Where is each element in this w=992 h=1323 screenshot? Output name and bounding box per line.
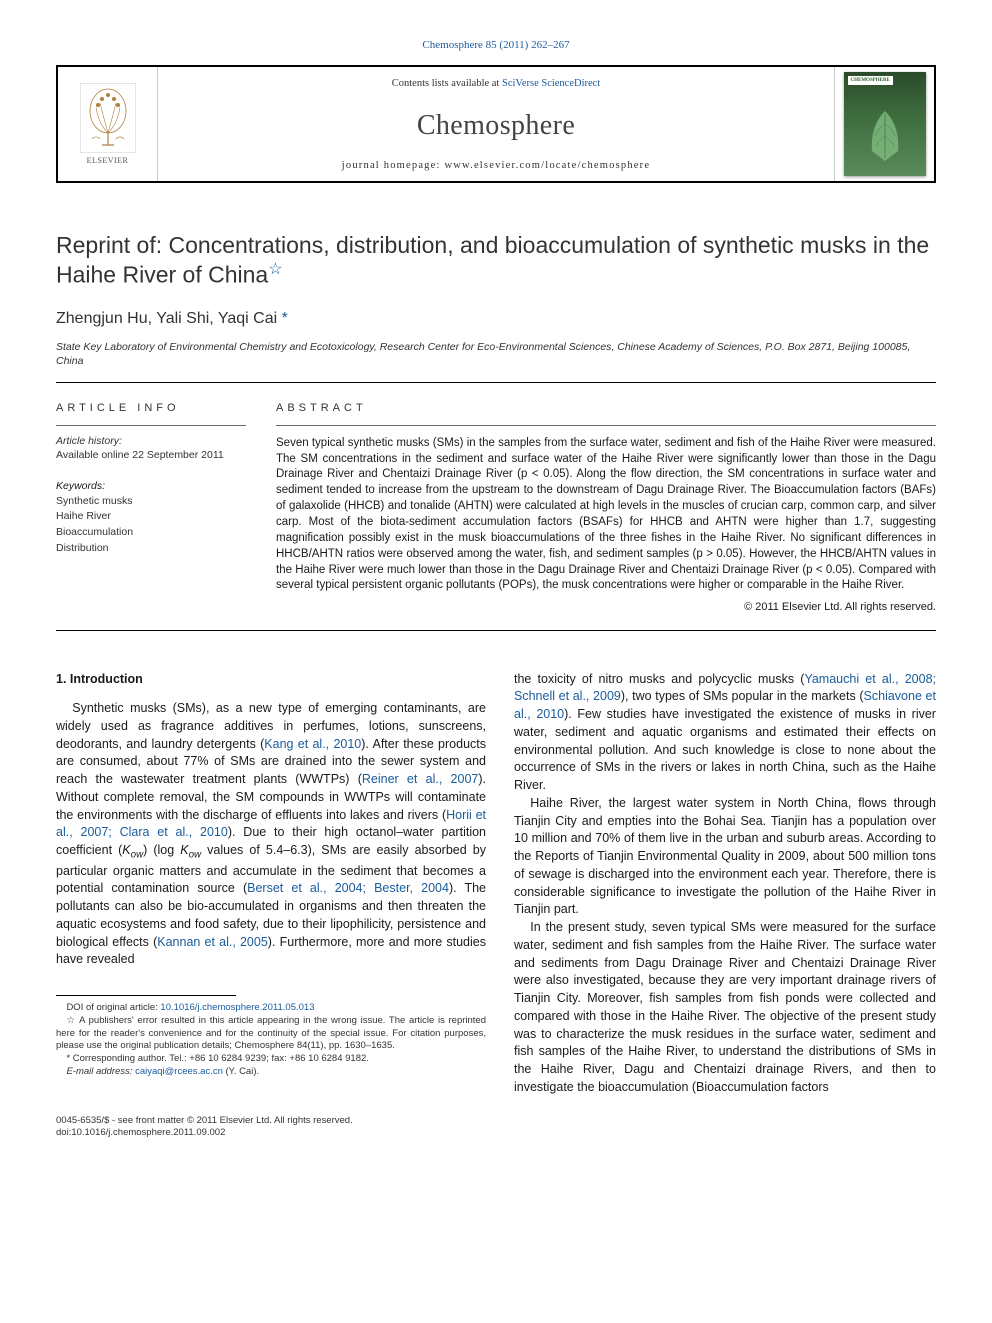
article-title: Reprint of: Concentrations, distribution…	[56, 231, 936, 289]
text-run: ), two types of SMs popular in the marke…	[621, 689, 864, 703]
journal-name: Chemosphere	[417, 106, 575, 145]
history-text: Available online 22 September 2011	[56, 448, 246, 463]
abstract-text: Seven typical synthetic musks (SMs) in t…	[276, 436, 936, 595]
keyword: Bioaccumulation	[56, 525, 246, 541]
meta-row: ARTICLE INFO Article history: Available …	[56, 383, 936, 615]
paragraph: Haihe River, the largest water system in…	[514, 795, 936, 919]
header-center: Contents lists available at SciVerse Sci…	[158, 67, 834, 181]
affiliation: State Key Laboratory of Environmental Ch…	[56, 340, 936, 368]
title-block: Reprint of: Concentrations, distribution…	[56, 231, 936, 368]
abstract-block: ABSTRACT Seven typical synthetic musks (…	[276, 383, 936, 615]
paragraph: the toxicity of nitro musks and polycycl…	[514, 671, 936, 795]
corresponding-mark: *	[277, 310, 288, 327]
footnote-email: E-mail address: caiyaqi@rcees.ac.cn (Y. …	[56, 1066, 486, 1079]
right-column: the toxicity of nitro musks and polycycl…	[514, 671, 936, 1097]
journal-header: ELSEVIER Contents lists available at Sci…	[56, 65, 936, 183]
email-link[interactable]: caiyaqi@rcees.ac.cn	[135, 1066, 223, 1077]
title-footnote-mark: ☆	[268, 261, 282, 278]
elsevier-label: ELSEVIER	[87, 155, 129, 166]
kow-symbol: Kow	[122, 843, 143, 857]
paragraph: In the present study, seven typical SMs …	[514, 919, 936, 1097]
contents-line: Contents lists available at SciVerse Sci…	[392, 77, 600, 92]
divider	[56, 425, 246, 426]
journal-cover: CHEMOSPHERE	[844, 72, 926, 176]
paragraph: Synthetic musks (SMs), as a new type of …	[56, 700, 486, 969]
journal-cover-box: CHEMOSPHERE	[834, 67, 934, 181]
doi-line: doi:10.1016/j.chemosphere.2011.09.002	[56, 1127, 936, 1139]
divider	[276, 425, 936, 426]
text-run: the toxicity of nitro musks and polycycl…	[514, 672, 804, 686]
article-info-label: ARTICLE INFO	[56, 401, 246, 416]
homepage-line: journal homepage: www.elsevier.com/locat…	[342, 159, 650, 174]
title-text: Reprint of: Concentrations, distribution…	[56, 232, 929, 287]
email-label: E-mail address:	[66, 1066, 135, 1077]
publisher-logo-box: ELSEVIER	[58, 67, 158, 181]
text-run: ). Few studies have investigated the exi…	[514, 707, 936, 792]
citation[interactable]: Berset et al., 2004; Bester, 2004	[247, 881, 449, 895]
authors-text: Zhengjun Hu, Yali Shi, Yaqi Cai	[56, 310, 277, 327]
homepage-url: www.elsevier.com/locate/chemosphere	[444, 160, 650, 171]
section-heading: 1. Introduction	[56, 671, 486, 689]
keywords-list: Synthetic musks Haihe River Bioaccumulat…	[56, 494, 246, 557]
citation[interactable]: Kannan et al., 2005	[157, 935, 268, 949]
doi-link[interactable]: 10.1016/j.chemosphere.2011.05.013	[160, 1002, 314, 1013]
body-columns: 1. Introduction Synthetic musks (SMs), a…	[56, 671, 936, 1097]
left-column: 1. Introduction Synthetic musks (SMs), a…	[56, 671, 486, 1097]
citation[interactable]: Kang et al., 2010	[264, 737, 361, 751]
copyright: © 2011 Elsevier Ltd. All rights reserved…	[276, 600, 936, 615]
kow-symbol: Kow	[180, 843, 201, 857]
issn-line: 0045-6535/$ - see front matter © 2011 El…	[56, 1115, 936, 1127]
elsevier-tree-icon	[80, 83, 136, 153]
bottom-meta: 0045-6535/$ - see front matter © 2011 El…	[56, 1115, 936, 1140]
footnotes: DOI of original article: 10.1016/j.chemo…	[56, 1002, 486, 1079]
authors: Zhengjun Hu, Yali Shi, Yaqi Cai *	[56, 308, 936, 330]
citation[interactable]: Reiner et al., 2007	[362, 772, 479, 786]
keyword: Haihe River	[56, 509, 246, 525]
doi-label: DOI of original article:	[66, 1002, 160, 1013]
footnote-reprint: ☆ A publishers' error resulted in this a…	[56, 1015, 486, 1053]
email-tail: (Y. Cai).	[223, 1066, 259, 1077]
footnote-doi: DOI of original article: 10.1016/j.chemo…	[56, 1002, 486, 1015]
text-run: ) (log	[143, 843, 180, 857]
abstract-label: ABSTRACT	[276, 401, 936, 416]
contents-prefix: Contents lists available at	[392, 78, 502, 89]
footnote-corresponding: * Corresponding author. Tel.: +86 10 628…	[56, 1053, 486, 1066]
cover-label: CHEMOSPHERE	[848, 76, 893, 85]
running-head: Chemosphere 85 (2011) 262–267	[56, 38, 936, 53]
keyword: Synthetic musks	[56, 494, 246, 510]
keywords-label: Keywords:	[56, 479, 246, 494]
history-label: Article history:	[56, 434, 246, 449]
leaf-icon	[860, 106, 910, 166]
footnote-rule	[56, 995, 236, 996]
divider	[56, 630, 936, 631]
homepage-prefix: journal homepage:	[342, 160, 445, 171]
keyword: Distribution	[56, 541, 246, 557]
elsevier-logo: ELSEVIER	[73, 79, 143, 169]
sciencedirect-link[interactable]: SciVerse ScienceDirect	[502, 78, 600, 89]
article-info: ARTICLE INFO Article history: Available …	[56, 383, 276, 615]
